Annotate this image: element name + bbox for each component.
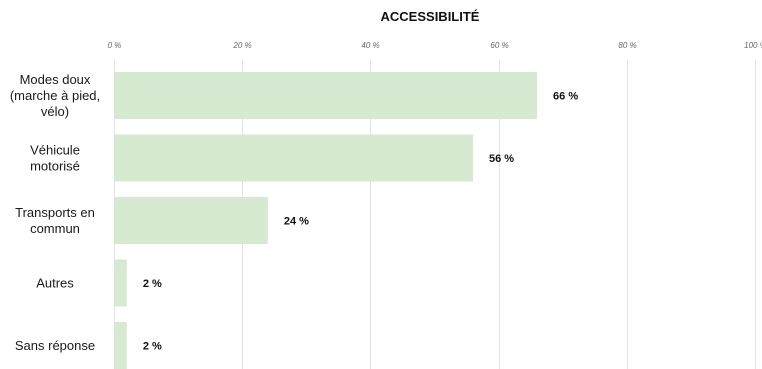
x-tick-label: 80 % <box>618 41 636 50</box>
category-labels: Modes doux (marche à pied, vélo) Véhicule mo… <box>10 72 100 353</box>
bar <box>114 72 538 119</box>
chart-title: ACCESSIBILITÉ <box>381 9 480 24</box>
x-tick-label: 60 % <box>490 41 508 50</box>
x-tick-label: 100 % <box>744 41 762 50</box>
x-tick-label: 20 % <box>232 41 251 50</box>
x-axis-ticks: 0 % 20 % 40 % 60 % 80 % 100 % <box>108 41 762 50</box>
data-label: 66 % <box>553 91 578 103</box>
data-labels: 66 % 56 % 24 % 2 % 2 % <box>143 91 579 353</box>
category-label: Autres <box>36 276 74 291</box>
bar <box>114 134 473 182</box>
bar <box>114 322 127 369</box>
x-tick-label: 0 % <box>108 41 122 50</box>
data-label: 56 % <box>489 153 514 165</box>
data-label: 24 % <box>284 216 309 228</box>
bar <box>114 197 268 244</box>
category-label: Transports en commun <box>15 205 95 236</box>
bar <box>114 259 127 307</box>
category-label: Modes doux (marche à pied, vélo) <box>10 72 100 119</box>
bars <box>114 72 538 369</box>
data-label: 2 % <box>143 278 162 290</box>
category-label: Véhicule motorisé <box>30 143 80 174</box>
category-label: Sans réponse <box>15 338 95 353</box>
data-label: 2 % <box>143 341 162 353</box>
x-tick-label: 40 % <box>361 41 379 50</box>
